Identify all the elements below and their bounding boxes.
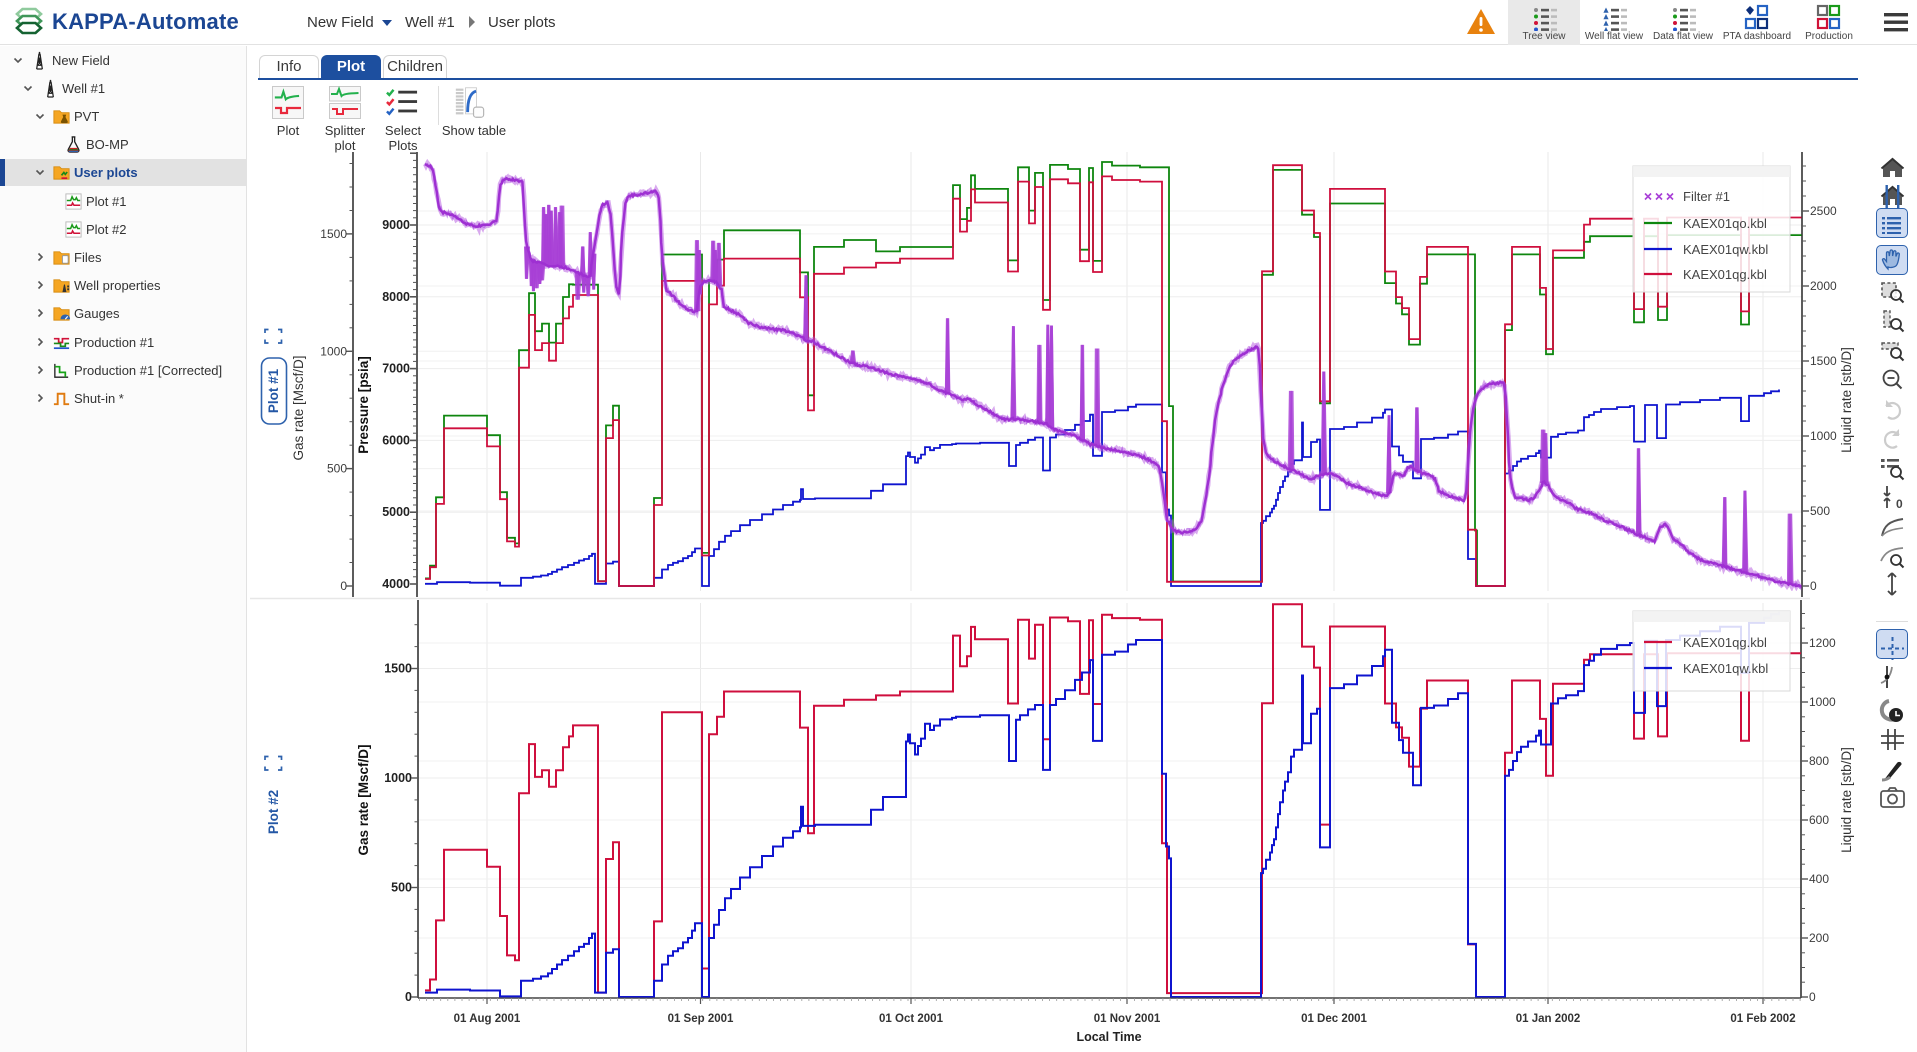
- svg-text:01 Oct 2001: 01 Oct 2001: [879, 1013, 944, 1025]
- svg-text:1500: 1500: [320, 227, 347, 241]
- svg-text:2000: 2000: [1810, 279, 1837, 293]
- svg-text:0: 0: [340, 579, 347, 593]
- svg-text:01 Sep 2001: 01 Sep 2001: [668, 1013, 734, 1025]
- svg-text:Gas rate [Mscf/D]: Gas rate [Mscf/D]: [356, 744, 371, 855]
- svg-text:Pressure [psia]: Pressure [psia]: [356, 356, 371, 454]
- svg-text:0: 0: [1896, 497, 1903, 511]
- svg-text:1000: 1000: [1809, 695, 1836, 709]
- svg-text:4000: 4000: [382, 577, 410, 591]
- svg-text:Liquid rate [stb/D]: Liquid rate [stb/D]: [1839, 747, 1854, 853]
- svg-text:1500: 1500: [1810, 354, 1837, 368]
- svg-text:KAEX01qo.kbl: KAEX01qo.kbl: [1683, 216, 1767, 231]
- svg-text:KAEX01qw.kbl: KAEX01qw.kbl: [1683, 242, 1768, 257]
- svg-text:500: 500: [327, 462, 347, 476]
- svg-text:500: 500: [1810, 504, 1830, 518]
- svg-text:0: 0: [405, 990, 412, 1004]
- svg-text:600: 600: [1809, 813, 1829, 827]
- svg-text:01 Jan 2002: 01 Jan 2002: [1516, 1013, 1581, 1025]
- svg-text:0: 0: [1810, 579, 1817, 593]
- svg-text:2500: 2500: [1810, 204, 1837, 218]
- svg-text:7000: 7000: [382, 362, 410, 376]
- svg-text:0: 0: [1809, 990, 1816, 1004]
- svg-text:KAEX01qg.kbl: KAEX01qg.kbl: [1683, 635, 1767, 650]
- svg-text:5000: 5000: [382, 505, 410, 519]
- svg-text:Local Time: Local Time: [1076, 1030, 1141, 1044]
- svg-text:400: 400: [1809, 872, 1829, 886]
- svg-text:1000: 1000: [320, 344, 347, 358]
- svg-text:Liquid rate [stb/D]: Liquid rate [stb/D]: [1839, 347, 1854, 453]
- svg-text:KAEX01qg.kbl: KAEX01qg.kbl: [1683, 267, 1767, 282]
- svg-text:200: 200: [1809, 931, 1829, 945]
- svg-text:6000: 6000: [382, 433, 410, 447]
- svg-text:Gas rate [Mscf/D]: Gas rate [Mscf/D]: [291, 355, 306, 460]
- svg-text:1500: 1500: [384, 662, 412, 676]
- svg-text:9000: 9000: [382, 218, 410, 232]
- svg-text:1000: 1000: [1810, 429, 1837, 443]
- svg-text:8000: 8000: [382, 290, 410, 304]
- svg-text:KAEX01qw.kbl: KAEX01qw.kbl: [1683, 661, 1768, 676]
- svg-text:Filter #1: Filter #1: [1683, 189, 1730, 204]
- svg-text:1000: 1000: [384, 771, 412, 785]
- svg-text:Plot #1: Plot #1: [266, 368, 281, 413]
- svg-text:01 Feb 2002: 01 Feb 2002: [1730, 1013, 1795, 1025]
- svg-text:800: 800: [1809, 754, 1829, 768]
- svg-text:01 Aug 2001: 01 Aug 2001: [454, 1013, 521, 1025]
- svg-text:Plot #2: Plot #2: [266, 790, 281, 834]
- svg-text:01 Dec 2001: 01 Dec 2001: [1301, 1013, 1367, 1025]
- svg-text:1200: 1200: [1809, 636, 1836, 650]
- svg-text:01 Nov 2001: 01 Nov 2001: [1094, 1013, 1161, 1025]
- svg-text:500: 500: [391, 881, 412, 895]
